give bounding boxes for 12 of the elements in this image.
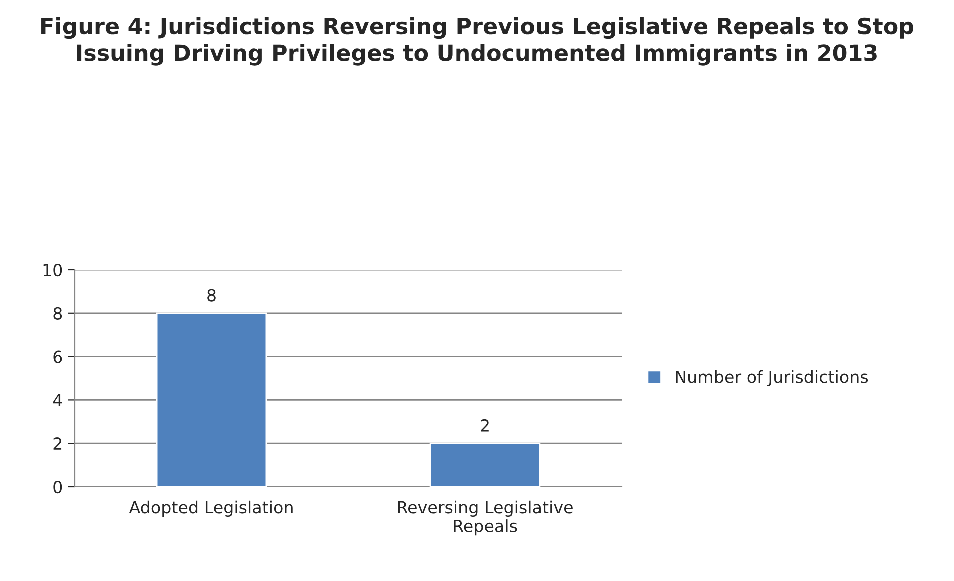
x-tick-label: Reversing Legislative Repeals [398,500,573,536]
y-tick-label: 4 [53,394,62,407]
y-tick-label: 10 [44,264,62,277]
y-tick-label: 8 [54,307,62,320]
chart-title: Figure 4: Jurisdictions Reversing Previous Legislative Repeals to Stop Issuing Driving Privileges to Undocumented Immigrants in 2013 [42,17,914,66]
data-label: 8 [208,289,216,302]
y-tick-label: 2 [54,438,62,450]
x-tick-label: Adopted Legislation [129,500,293,518]
data-label: 2 [481,419,489,432]
y-tick-label: 0 [54,480,62,494]
legend-label: Number of Jurisdictions [676,370,868,386]
y-tick-label: 6 [54,350,62,364]
